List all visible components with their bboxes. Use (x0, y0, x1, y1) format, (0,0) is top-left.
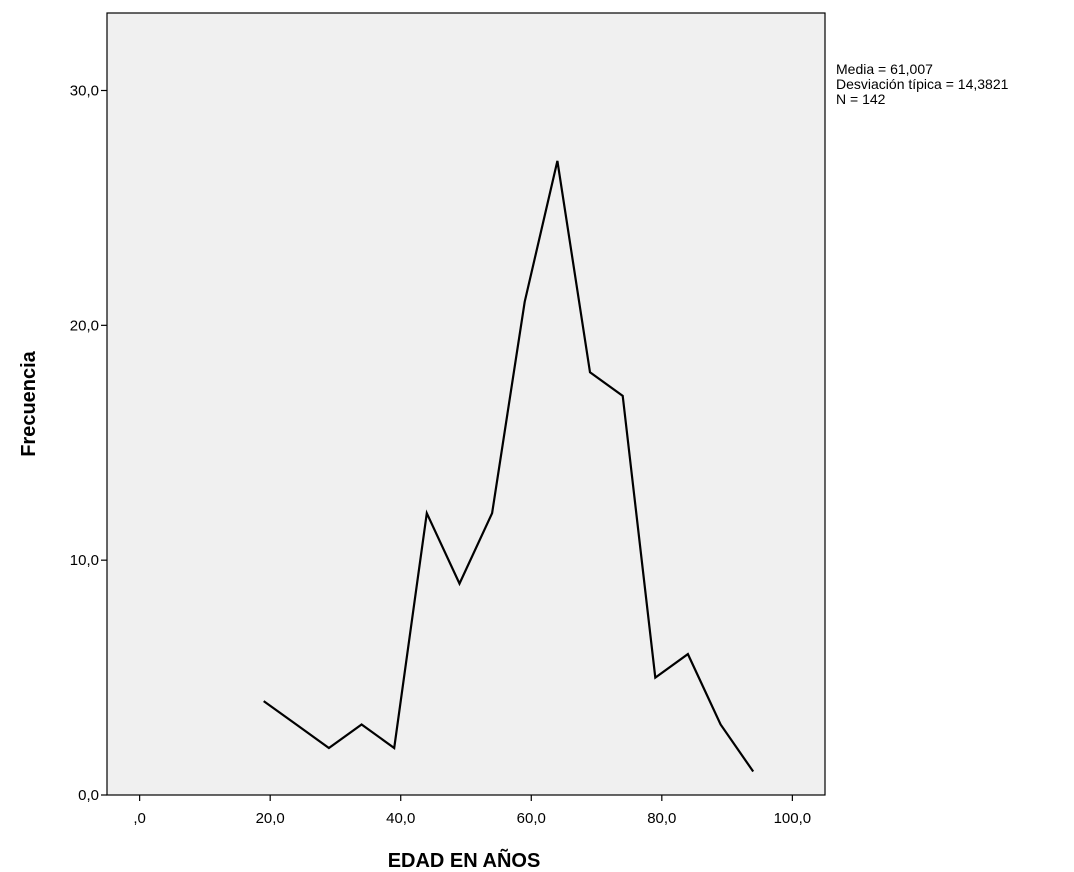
stat-n: N = 142 (836, 91, 886, 107)
y-tick-label: 30,0 (70, 82, 99, 99)
y-axis-title: Frecuencia (18, 350, 40, 456)
x-axis-title: EDAD EN AÑOS (388, 849, 541, 872)
x-tick-label: 40,0 (386, 810, 415, 827)
y-axis: 0,0 10,0 20,0 30,0 (70, 82, 107, 804)
stat-mean: Media = 61,007 (836, 61, 933, 77)
x-axis: ,0 20,0 40,0 60,0 80,0 100,0 (133, 795, 811, 827)
stat-std-dev: Desviación típica = 14,3821 (836, 76, 1009, 92)
y-tick-label: 10,0 (70, 552, 99, 569)
y-tick-label: 20,0 (70, 317, 99, 334)
frequency-line (263, 160, 755, 773)
x-tick-label: 60,0 (517, 810, 546, 827)
statistics-box: Media = 61,007 Desviación típica = 14,38… (836, 61, 1009, 107)
x-tick-label: 20,0 (256, 810, 285, 827)
plot-area (106, 12, 826, 796)
x-tick-label: 100,0 (774, 810, 812, 827)
x-tick-label: ,0 (133, 810, 146, 827)
y-tick-label: 0,0 (78, 787, 99, 804)
series-layer (263, 160, 755, 773)
x-tick-label: 80,0 (647, 810, 676, 827)
